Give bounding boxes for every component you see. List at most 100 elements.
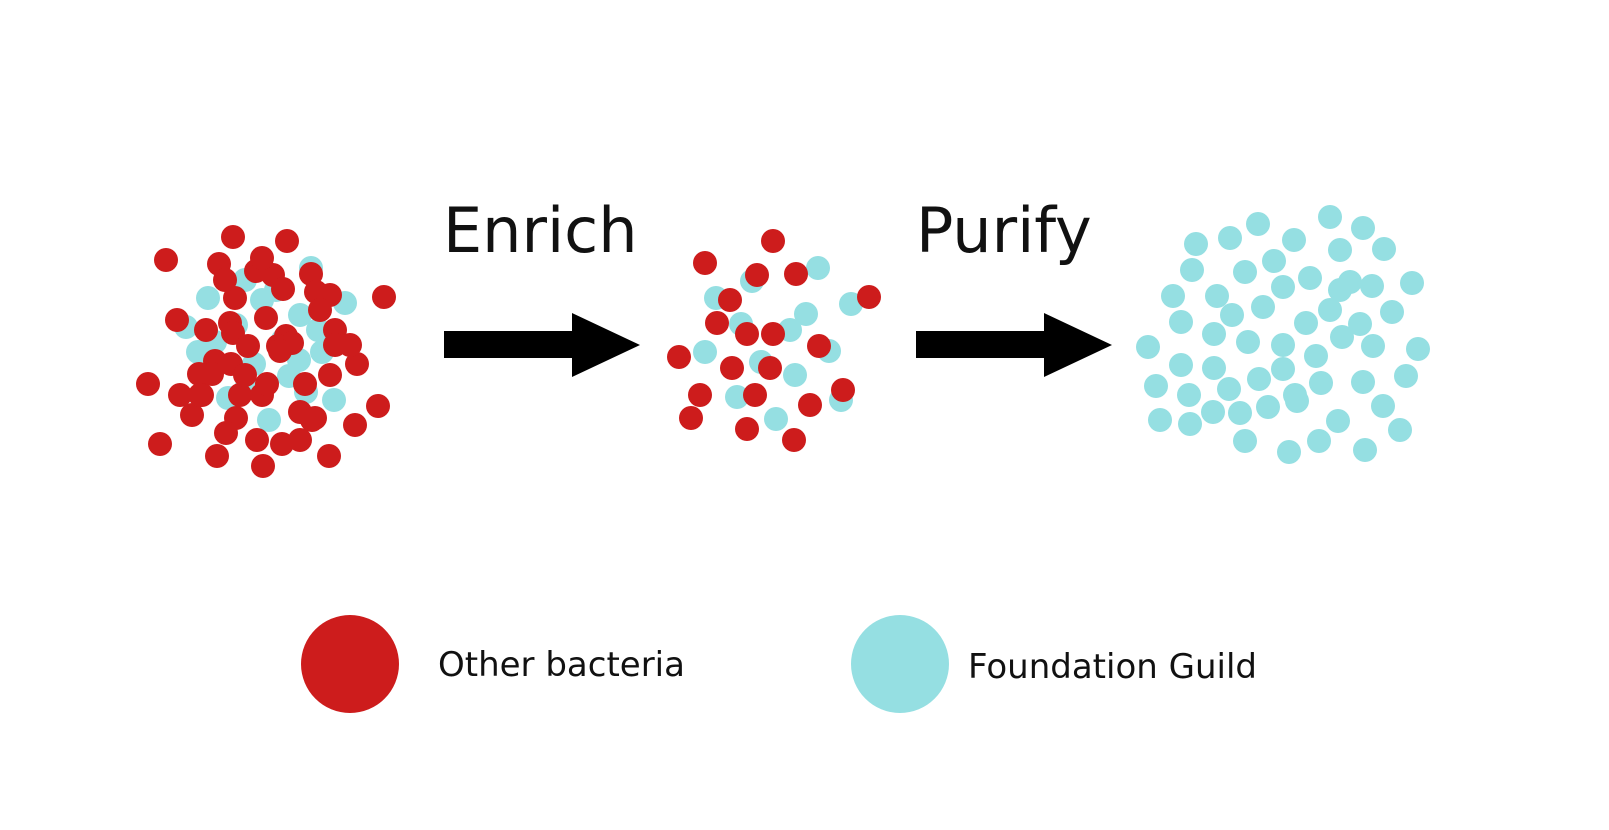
foundation-guild-dot xyxy=(1388,418,1412,442)
other-bacteria-dot xyxy=(255,372,279,396)
foundation-guild-dot xyxy=(1406,337,1430,361)
foundation-guild-dot xyxy=(1330,325,1354,349)
other-bacteria-dot xyxy=(688,383,712,407)
enriched-community-cluster xyxy=(667,229,881,452)
other-bacteria-dot xyxy=(720,356,744,380)
foundation-guild-dot xyxy=(1351,216,1375,240)
other-bacteria-dot xyxy=(228,383,252,407)
other-bacteria-dot xyxy=(254,306,278,330)
foundation-guild-dot xyxy=(196,286,220,310)
other-bacteria-swatch xyxy=(301,615,399,713)
other-bacteria-dot xyxy=(223,286,247,310)
foundation-guild-dot xyxy=(1180,258,1204,282)
foundation-guild-dot xyxy=(1178,412,1202,436)
enrich-arrow-icon xyxy=(444,313,640,377)
foundation-guild-dot xyxy=(1177,383,1201,407)
foundation-guild-dot xyxy=(1271,333,1295,357)
foundation-guild-dot xyxy=(1372,237,1396,261)
other-bacteria-dot xyxy=(194,318,218,342)
other-bacteria-dot xyxy=(180,403,204,427)
other-bacteria-dot xyxy=(743,383,767,407)
foundation-guild-dot xyxy=(1360,274,1384,298)
other-bacteria-dot xyxy=(250,246,274,270)
foundation-guild-dot xyxy=(1184,232,1208,256)
foundation-guild-dot xyxy=(1246,212,1270,236)
other-bacteria-dot xyxy=(343,413,367,437)
other-bacteria-dot xyxy=(831,378,855,402)
other-bacteria-dot xyxy=(136,372,160,396)
other-bacteria-dot xyxy=(165,308,189,332)
other-bacteria-dot xyxy=(236,334,260,358)
other-bacteria-dot xyxy=(251,454,275,478)
legend-item-foundation-guild: Foundation Guild xyxy=(851,615,1257,713)
other-bacteria-dot xyxy=(300,408,324,432)
foundation-guild-dot xyxy=(322,388,346,412)
other-bacteria-dot xyxy=(271,277,295,301)
foundation-guild-dot xyxy=(1228,401,1252,425)
foundation-guild-dot xyxy=(288,303,312,327)
other-bacteria-dot xyxy=(745,263,769,287)
other-bacteria-dot xyxy=(705,311,729,335)
foundation-guild-dot xyxy=(1326,409,1350,433)
foundation-guild-dot xyxy=(1294,311,1318,335)
other-bacteria-dot xyxy=(372,285,396,309)
foundation-guild-dot xyxy=(1233,260,1257,284)
foundation-guild-dot xyxy=(693,340,717,364)
foundation-guild-dot xyxy=(1394,364,1418,388)
other-bacteria-dot xyxy=(758,356,782,380)
legend: Other bacteria Foundation Guild xyxy=(301,615,1257,713)
other-bacteria-dot xyxy=(293,372,317,396)
foundation-guild-dot xyxy=(1348,312,1372,336)
foundation-guild-dot xyxy=(1328,278,1352,302)
other-bacteria-dot xyxy=(857,285,881,309)
legend-item-other-bacteria: Other bacteria xyxy=(301,615,685,713)
foundation-guild-dot xyxy=(1318,298,1342,322)
foundation-guild-legend-label: Foundation Guild xyxy=(968,647,1257,687)
foundation-guild-dot xyxy=(1400,271,1424,295)
other-bacteria-legend-label: Other bacteria xyxy=(438,645,685,685)
foundation-guild-dot xyxy=(1144,374,1168,398)
foundation-guild-dot xyxy=(1298,266,1322,290)
foundation-guild-dot xyxy=(306,318,330,342)
foundation-guild-dot xyxy=(725,385,749,409)
foundation-guild-dot xyxy=(764,407,788,431)
purified-community-cluster xyxy=(1136,205,1430,464)
foundation-guild-dot xyxy=(1271,275,1295,299)
foundation-guild-dot xyxy=(1371,394,1395,418)
foundation-guild-dot xyxy=(1233,429,1257,453)
other-bacteria-dot xyxy=(761,322,785,346)
foundation-guild-dot xyxy=(806,256,830,280)
foundation-guild-dot xyxy=(1161,284,1185,308)
foundation-guild-dot xyxy=(1236,330,1260,354)
other-bacteria-dot xyxy=(205,444,229,468)
foundation-guild-dot xyxy=(1262,249,1286,273)
other-bacteria-dot xyxy=(761,229,785,253)
foundation-guild-dot xyxy=(1217,377,1241,401)
enrich-step-label: Enrich xyxy=(443,194,638,267)
other-bacteria-dot xyxy=(366,394,390,418)
foundation-guild-dot xyxy=(1136,335,1160,359)
other-bacteria-dot xyxy=(200,362,224,386)
other-bacteria-dot xyxy=(221,225,245,249)
foundation-guild-dot xyxy=(839,292,863,316)
foundation-guild-dot xyxy=(1282,228,1306,252)
foundation-guild-dot xyxy=(1283,383,1307,407)
foundation-guild-dot xyxy=(1277,440,1301,464)
other-bacteria-dot xyxy=(338,333,362,357)
foundation-guild-dot xyxy=(1271,357,1295,381)
other-bacteria-dot xyxy=(214,421,238,445)
other-bacteria-dot xyxy=(299,262,323,286)
foundation-guild-dot xyxy=(1304,344,1328,368)
other-bacteria-dot xyxy=(667,345,691,369)
other-bacteria-dot xyxy=(679,406,703,430)
foundation-guild-swatch xyxy=(851,615,949,713)
foundation-guild-dot xyxy=(1247,367,1271,391)
foundation-guild-dot xyxy=(1318,205,1342,229)
other-bacteria-dot xyxy=(798,393,822,417)
other-bacteria-dot xyxy=(188,383,212,407)
other-bacteria-dot xyxy=(317,444,341,468)
foundation-guild-dot xyxy=(1353,438,1377,462)
foundation-guild-dot xyxy=(1251,295,1275,319)
foundation-guild-dot xyxy=(1256,395,1280,419)
